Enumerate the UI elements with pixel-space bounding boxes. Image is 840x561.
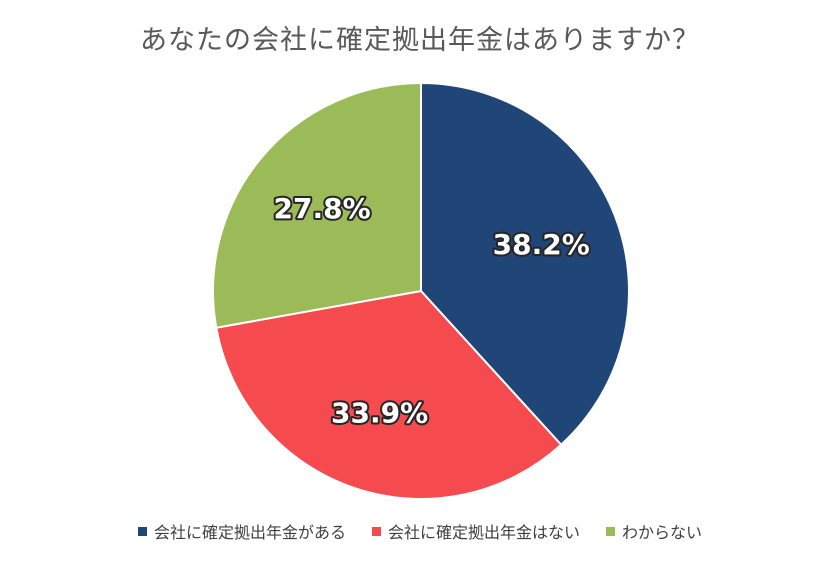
pie-slice-unknown [212, 81, 422, 329]
legend-label-no-plan: 会社に確定拠出年金はない [387, 523, 580, 542]
legend-item-unknown: わからない [606, 519, 702, 543]
legend-swatch-unknown [606, 526, 615, 536]
legend-swatch-no-plan [371, 526, 381, 536]
legend-label-unknown: わからない [622, 523, 703, 542]
legend-item-no-plan: 会社に確定拠出年金はない [371, 519, 580, 543]
pie-slice-no-plan [215, 289, 563, 500]
chart-title: あなたの会社に確定拠出年金はありますか？ [140, 25, 700, 56]
legend: 会社に確定拠出年金がある 会社に確定拠出年金はない わからない [0, 519, 840, 543]
legend-item-has-plan: 会社に確定拠出年金がある [137, 519, 346, 543]
data-label-no-plan: 33.9% [331, 397, 428, 430]
pie-slice-has-plan [420, 81, 630, 447]
legend-swatch-has-plan [137, 526, 147, 536]
legend-label-has-plan: 会社に確定拠出年金がある [153, 523, 346, 542]
data-label-unknown: 27.8% [274, 192, 371, 225]
data-label-has-plan: 38.2% [493, 228, 590, 261]
